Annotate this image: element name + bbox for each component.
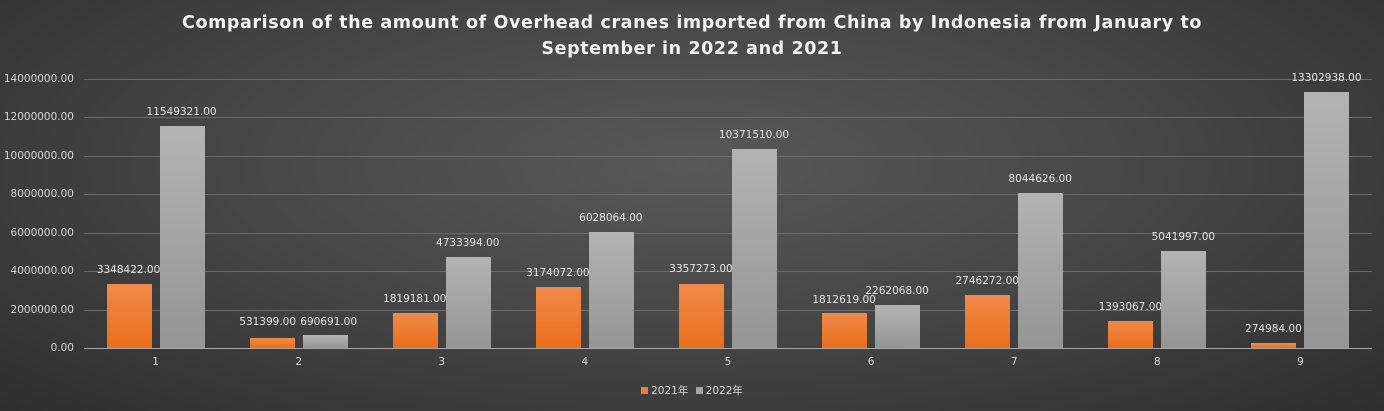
x-axis-line: [84, 348, 1372, 349]
bar-2022-3[interactable]: [445, 257, 491, 348]
chart-title-line-2: September in 2022 and 2021: [541, 39, 843, 59]
data-label: 3348422.00: [96, 263, 161, 276]
bar-2022-7[interactable]: [1018, 193, 1064, 348]
y-axis-tick-label: 2000000.00: [10, 303, 74, 316]
data-label: 4733394.00: [436, 237, 500, 250]
y-axis-tick-label: 0.00: [50, 342, 74, 354]
bar-2021-7[interactable]: [965, 295, 1011, 348]
chart-title-line-1: Comparison of the amount of Overhead cra…: [182, 13, 1202, 33]
data-label: 1812619.00: [812, 294, 876, 306]
x-axis-tick-label: 6: [867, 356, 875, 368]
data-label: 2746272.00: [955, 275, 1019, 288]
y-axis-tick-label: 12000000.00: [3, 111, 74, 124]
bar-2022-2[interactable]: [302, 334, 348, 348]
bar-2022-1[interactable]: [159, 126, 205, 348]
data-label: 1819181.00: [383, 293, 447, 306]
bar-2021-5[interactable]: [679, 283, 724, 348]
bar-2021-9[interactable]: [1251, 342, 1297, 348]
data-label: 6028064.00: [579, 212, 643, 225]
bar-2022-5[interactable]: [732, 148, 777, 348]
y-axis-tick-label: 6000000.00: [10, 226, 74, 239]
bar-2021-6[interactable]: [822, 313, 868, 348]
data-label: 8044626.00: [1008, 173, 1072, 186]
bar-2022-8[interactable]: [1161, 251, 1207, 348]
x-axis-tick-label: 7: [1010, 356, 1018, 368]
data-label: 1393067.00: [1098, 301, 1163, 314]
data-label: 13302938.00: [1291, 72, 1362, 85]
gridline: [84, 309, 1372, 311]
x-axis-tick-label: 3: [438, 356, 446, 368]
bar-2021-8[interactable]: [1108, 321, 1154, 348]
legend-label-2021: 2021年: [651, 385, 689, 397]
x-axis-tick-label: 1: [152, 356, 159, 368]
bar-2021-3[interactable]: [392, 313, 438, 348]
legend-swatch-2022: [695, 387, 703, 394]
gridline: [84, 232, 1372, 234]
y-axis-tick-label: 14000000.00: [3, 73, 74, 85]
gridline: [84, 271, 1372, 273]
data-label: 2262068.00: [865, 285, 929, 297]
chart-title: Comparison of the amount of Overhead cra…: [0, 10, 1384, 62]
bar-2021-2[interactable]: [249, 337, 295, 348]
data-label: 690691.00: [300, 316, 358, 328]
legend: 2021年 2022年: [0, 383, 1384, 398]
data-label: 10371510.00: [718, 128, 790, 141]
bar-2021-1[interactable]: [106, 283, 152, 348]
bar-2022-4[interactable]: [588, 232, 634, 348]
data-label: 3357273.00: [669, 263, 733, 276]
x-axis-tick-label: 5: [724, 356, 732, 368]
data-label: 274984.00: [1245, 322, 1302, 335]
gridline: [84, 117, 1372, 119]
bar-2022-6[interactable]: [875, 304, 921, 348]
y-axis-tick-label: 8000000.00: [10, 188, 74, 201]
gridline: [84, 194, 1372, 196]
data-label: 531399.00: [239, 316, 297, 328]
x-axis-tick-label: 2: [295, 356, 302, 368]
data-label: 3174072.00: [526, 267, 590, 279]
gridline: [84, 79, 1372, 80]
bar-2022-9[interactable]: [1304, 92, 1350, 348]
data-label: 11549321.00: [146, 106, 217, 119]
x-axis-tick-label: 9: [1297, 356, 1304, 368]
gridline: [84, 155, 1372, 157]
bar-2021-4[interactable]: [535, 287, 581, 348]
x-axis-tick-label: 4: [581, 356, 589, 368]
x-axis-tick-label: 8: [1153, 356, 1161, 368]
y-axis-tick-label: 10000000.00: [3, 149, 74, 162]
y-axis-tick-label: 4000000.00: [10, 265, 74, 278]
legend-label-2022: 2022年: [705, 385, 743, 397]
data-label: 5041997.00: [1151, 231, 1216, 244]
legend-item-2022[interactable]: 2022年: [695, 383, 743, 398]
legend-item-2021[interactable]: 2021年: [641, 383, 688, 398]
legend-swatch-2021: [641, 387, 649, 394]
